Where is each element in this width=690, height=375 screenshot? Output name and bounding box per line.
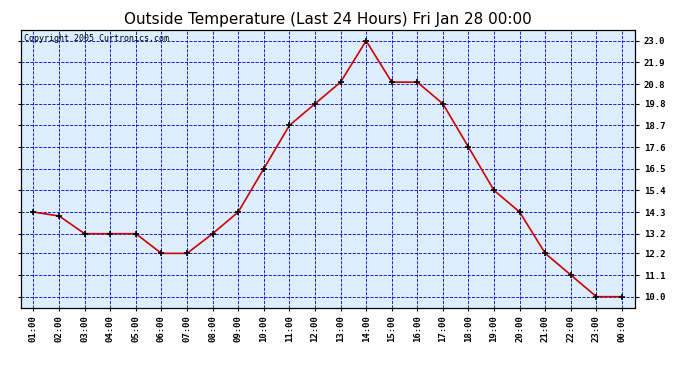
Title: Outside Temperature (Last 24 Hours) Fri Jan 28 00:00: Outside Temperature (Last 24 Hours) Fri … bbox=[124, 12, 531, 27]
Text: Copyright 2005 Curtronics.com: Copyright 2005 Curtronics.com bbox=[23, 34, 169, 43]
